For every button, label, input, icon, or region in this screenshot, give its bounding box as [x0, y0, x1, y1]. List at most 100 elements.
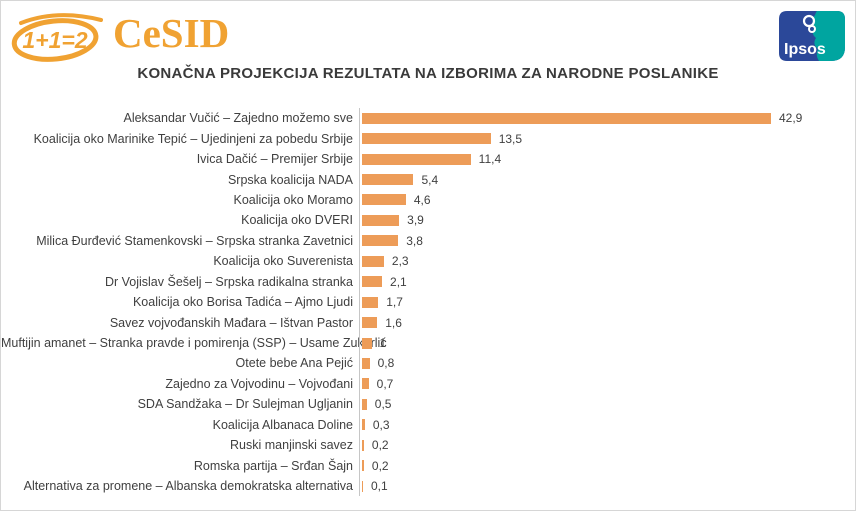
- value-label: 42,9: [779, 111, 803, 126]
- value-label: 11,4: [478, 152, 502, 167]
- bar: [362, 153, 471, 165]
- bar-row: Koalicija oko DVERI 3,9: [1, 210, 847, 231]
- bar-track: 42,9: [359, 108, 847, 129]
- bar-chart: Aleksandar Vučić – Zajedno možemo sve 42,…: [1, 108, 847, 497]
- bar-track: 5,4: [359, 169, 847, 190]
- bar-track: 3,9: [359, 210, 847, 231]
- value-label: 1,7: [386, 295, 403, 310]
- value-label: 4,6: [413, 192, 431, 207]
- value-label: 0,3: [372, 417, 390, 432]
- category-label: Ruski manjinski savez: [230, 438, 353, 453]
- category-label: Dr Vojislav Šešelj – Srpska radikalna st…: [104, 274, 353, 289]
- category-label: Srpska koalicija NADA: [227, 172, 353, 187]
- value-label: 1,6: [385, 315, 402, 330]
- bar: [362, 317, 378, 329]
- category-label: Otete bebe Ana Pejić: [235, 356, 353, 371]
- value-label: 5,4: [421, 172, 439, 187]
- category-label: Muftijin amanet – Stranka pravde i pomir…: [1, 336, 387, 351]
- value-label: 13,5: [498, 131, 523, 146]
- bar: [362, 419, 365, 431]
- bar-row: Koalicija Albanaca Doline 0,3: [1, 414, 847, 435]
- bar-row: Savez vojvođanskih Mađara – Ištvan Pasto…: [1, 312, 847, 333]
- value-label: 0,8: [377, 356, 395, 371]
- value-label: 0,7: [376, 376, 394, 391]
- bar-track: 1: [359, 332, 847, 354]
- oneplus-logo-text: 1+1=2: [22, 27, 87, 53]
- bar-track: 0,1: [359, 475, 847, 497]
- bar: [362, 214, 400, 226]
- bar: [362, 276, 383, 288]
- bar-row: Ruski manjinski savez 0,2: [1, 435, 847, 456]
- category-label: SDA Sandžaka – Dr Sulejman Ugljanin: [137, 397, 353, 412]
- bar-row: Romska partija – Srđan Šajn 0,2: [1, 455, 847, 476]
- value-label: 0,5: [374, 397, 392, 412]
- value-label: 0,1: [371, 479, 388, 494]
- bar: [362, 398, 367, 410]
- value-label: 3,9: [407, 213, 424, 228]
- bar: [362, 337, 372, 349]
- bar-row: Muftijin amanet – Stranka pravde i pomir…: [1, 332, 847, 354]
- bar-row: Koalicija oko Borisa Tadića – Ajmo Ljudi…: [1, 291, 847, 313]
- bar-track: 4,6: [359, 189, 847, 211]
- bar-row: Dr Vojislav Šešelj – Srpska radikalna st…: [1, 271, 847, 292]
- value-label: 1: [379, 336, 387, 351]
- bar-row: Koalicija oko Suverenista 2,3: [1, 251, 847, 272]
- category-label: Koalicija oko Suverenista: [213, 254, 353, 269]
- bar-track: 0,7: [359, 373, 847, 395]
- ipsos-logo-text: Ipsos: [784, 41, 826, 58]
- bar-track: 13,5: [359, 128, 847, 149]
- bar-row: Aleksandar Vučić – Zajedno možemo sve 42,…: [1, 108, 847, 129]
- bar-row: Koalicija oko Moramo 4,6: [1, 189, 847, 211]
- bar-track: 1,6: [359, 312, 847, 333]
- category-label: Alternativa za promene – Albanska demokr…: [23, 479, 353, 494]
- value-label: 0,2: [371, 438, 389, 453]
- category-label: Zajedno za Vojvodinu – Vojvođani: [165, 376, 353, 391]
- bar: [362, 112, 771, 124]
- bar-row: Otete bebe Ana Pejić 0,8: [1, 353, 847, 374]
- category-label: Romska partija – Srđan Šajn: [193, 458, 353, 473]
- bar: [362, 174, 414, 186]
- bar-row: Ivica Dačić – Premijer Srbije 11,4: [1, 148, 847, 170]
- bar: [362, 194, 406, 206]
- bar: [362, 378, 369, 390]
- value-label: 2,3: [391, 254, 409, 269]
- bar-track: 2,1: [359, 271, 847, 292]
- category-label: Ivica Dačić – Premijer Srbije: [196, 152, 353, 167]
- cesid-oneplus-logo-icon: 1+1=2: [11, 13, 103, 62]
- bar-row: Zajedno za Vojvodinu – Vojvođani 0,7: [1, 373, 847, 395]
- ipsos-logo-icon: Ipsos: [779, 11, 845, 61]
- bar-track: 0,8: [359, 353, 847, 374]
- value-label: 2,1: [390, 274, 407, 289]
- bar: [362, 439, 364, 451]
- bar: [362, 296, 379, 308]
- category-label: Aleksandar Vučić – Zajedno možemo sve: [123, 111, 353, 126]
- value-label: 3,8: [406, 233, 423, 248]
- bar-track: 11,4: [359, 148, 847, 170]
- category-label: Koalicija oko Moramo: [233, 192, 354, 207]
- bar: [362, 255, 384, 267]
- category-label: Koalicija oko Marinike Tepić – Ujedinjen…: [33, 131, 353, 146]
- bar-track: 0,2: [359, 435, 847, 456]
- value-label: 0,2: [371, 458, 389, 473]
- cesid-wordmark: CeSID: [113, 10, 230, 56]
- chart-title: KONAČNA PROJEKCIJA REZULTATA NA IZBORIMA…: [137, 65, 719, 82]
- bar: [362, 133, 491, 145]
- bar-row: Alternativa za promene – Albanska demokr…: [1, 475, 847, 497]
- bar-row: SDA Sandžaka – Dr Sulejman Ugljanin 0,5: [1, 394, 847, 415]
- bar-track: 2,3: [359, 251, 847, 272]
- bar-row: Koalicija oko Marinike Tepić – Ujedinjen…: [1, 128, 847, 149]
- bar: [362, 480, 363, 492]
- category-label: Koalicija oko Borisa Tadića – Ajmo Ljudi: [132, 295, 353, 310]
- bar-track: 1,7: [359, 291, 847, 313]
- category-label: Savez vojvođanskih Mađara – Ištvan Pasto…: [109, 315, 353, 330]
- category-label: Koalicija Albanaca Doline: [212, 417, 353, 432]
- bar-track: 0,5: [359, 394, 847, 415]
- bar: [362, 235, 399, 247]
- bar: [362, 357, 370, 369]
- bar-track: 3,8: [359, 230, 847, 252]
- bar-row: Srpska koalicija NADA 5,4: [1, 169, 847, 190]
- category-label: Milica Đurđević Stamenkovski – Srpska st…: [36, 233, 353, 248]
- bar: [362, 460, 364, 472]
- category-label: Koalicija oko DVERI: [241, 213, 353, 228]
